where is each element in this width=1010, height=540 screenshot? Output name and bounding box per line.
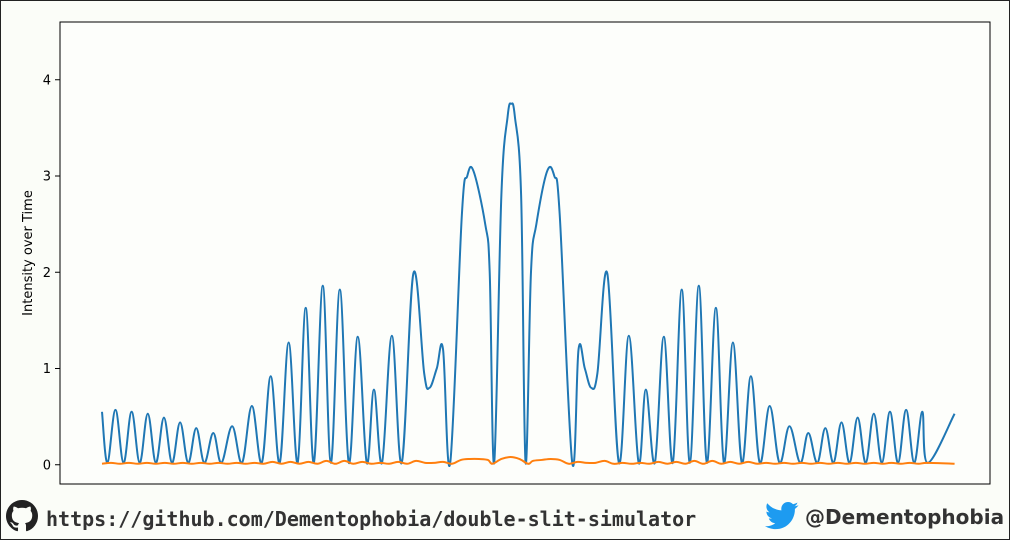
y-tick-label-0: 0: [43, 458, 51, 473]
y-axis: 0 1 2 3 4: [43, 73, 60, 473]
y-tick-label-1: 1: [43, 362, 51, 377]
y-tick-label-3: 3: [43, 170, 51, 185]
series-line-0: [101, 102, 956, 467]
twitter-handle-link[interactable]: @Dementophobia: [805, 505, 1005, 529]
chart: 0 1 2 3 4 Intensity over Time: [21, 21, 991, 485]
github-repo-link[interactable]: https://github.com/Dementophobia/double-…: [46, 507, 697, 531]
series-line-1: [101, 456, 955, 465]
twitter-icon: [765, 501, 799, 530]
series-lines: [101, 102, 956, 467]
y-tick-label-2: 2: [43, 266, 51, 281]
footer: https://github.com/Dementophobia/double-…: [0, 498, 1010, 540]
y-tick-label-4: 4: [43, 73, 51, 88]
github-icon: [6, 500, 38, 532]
y-axis-label: Intensity over Time: [21, 190, 36, 316]
